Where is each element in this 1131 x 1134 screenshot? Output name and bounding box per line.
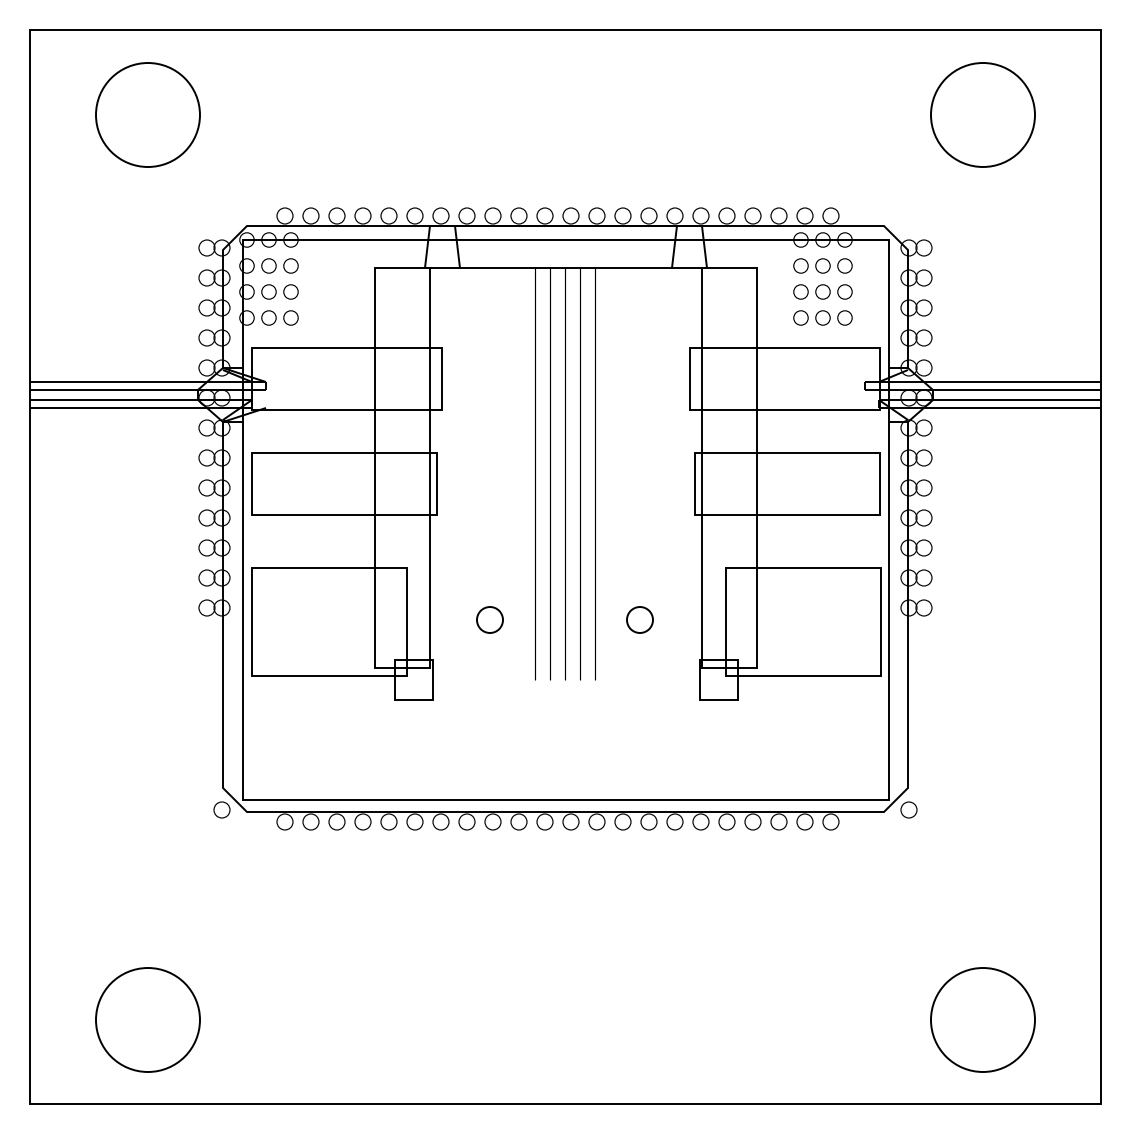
Bar [243,240,889,799]
Bar [252,452,437,515]
Bar [375,268,430,668]
Bar [252,348,442,411]
Bar [700,660,739,700]
Bar [690,348,880,411]
Bar [726,568,881,676]
Bar [696,452,880,515]
Bar [395,660,433,700]
Bar [702,268,757,668]
Bar [252,568,407,676]
